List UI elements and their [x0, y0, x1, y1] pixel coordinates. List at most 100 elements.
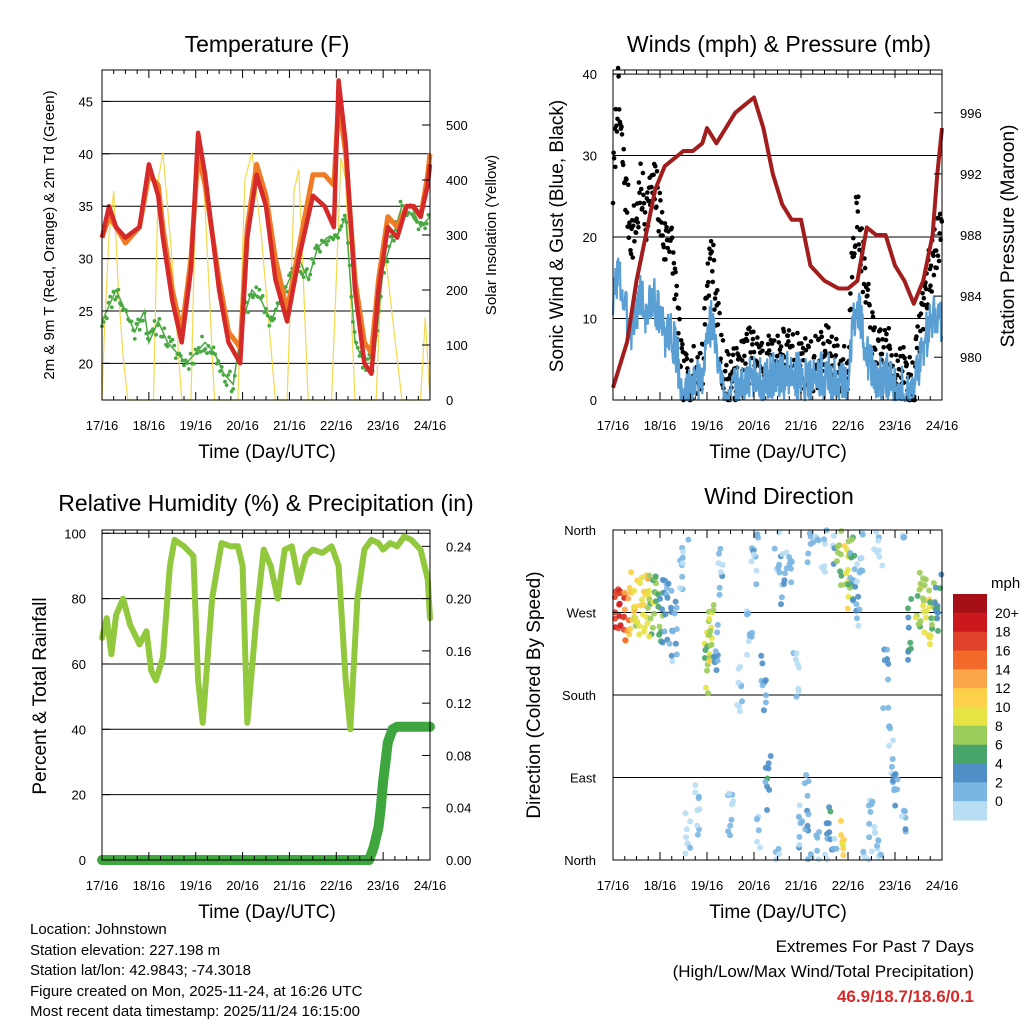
gust-point [819, 334, 824, 340]
dewpoint-point [136, 317, 141, 322]
gust-point [772, 338, 777, 343]
gust-point [851, 235, 856, 241]
gust-point [865, 293, 870, 299]
direction-point [672, 640, 679, 647]
temperature-xtick-label: 19/16 [179, 418, 212, 433]
direction-point [659, 639, 666, 646]
gust-point [854, 224, 860, 230]
gust-point [915, 324, 920, 329]
dewpoint-point [167, 335, 172, 340]
gust-point [921, 295, 927, 301]
gust-point [671, 260, 677, 266]
gust-point [833, 353, 839, 358]
direction-point [775, 564, 782, 571]
gust-point [924, 306, 930, 311]
dewpoint-point [187, 367, 191, 371]
gust-point [615, 65, 621, 71]
speed-legend-swatch [953, 612, 987, 633]
direction-point [843, 570, 850, 577]
direction-point [840, 852, 847, 859]
temperature-xtick-label: 21/16 [273, 418, 306, 433]
humidity-ylabel: Percent & Total Rainfall [30, 597, 51, 794]
direction-point [707, 642, 714, 649]
gust-point [750, 336, 756, 342]
gust-point [934, 265, 939, 271]
direction-point [612, 588, 619, 595]
direction-point [687, 818, 694, 825]
direction-point [872, 829, 878, 836]
direction-point [710, 602, 717, 608]
direction-point [868, 848, 875, 855]
gust-point [873, 347, 878, 352]
temperature-y2tick-label: 100 [446, 338, 468, 353]
direction-point [930, 580, 937, 586]
direction-point [646, 633, 653, 640]
latest-timestamp: Most recent data timestamp: 2025/11/24 1… [30, 1003, 360, 1020]
direction-point [758, 652, 765, 659]
humidity-xtick-label: 19/16 [179, 878, 212, 893]
gust-point [826, 325, 831, 330]
direction-point [692, 782, 699, 789]
gust-point [719, 332, 724, 338]
direction-xtick-label: 20/16 [738, 878, 771, 893]
direction-point [669, 628, 676, 635]
direction-point [781, 577, 788, 584]
gust-point [849, 274, 855, 280]
direction-point [830, 845, 837, 852]
direction-point [805, 811, 812, 818]
direction-point [682, 810, 689, 817]
dewpoint-point [114, 295, 119, 299]
gust-point [881, 345, 886, 350]
temperature-title: Temperature (F) [185, 31, 350, 57]
station-elevation: Station elevation: 227.198 m [30, 941, 221, 959]
gust-point [640, 170, 646, 176]
gust-point [778, 344, 784, 349]
gust-point [631, 223, 636, 229]
dewpoint-point [182, 363, 186, 368]
direction-point [803, 772, 810, 778]
gust-point [654, 169, 660, 174]
humidity-y2tick-label: 0.12 [446, 696, 471, 711]
direction-point [617, 622, 624, 629]
direction-point [912, 614, 919, 621]
gust-point [937, 211, 943, 217]
gust-point [638, 161, 643, 166]
dewpoint-point [162, 326, 167, 331]
gust-point [709, 249, 714, 254]
dewpoint-point [424, 221, 429, 226]
dewpoint-point [116, 287, 121, 292]
direction-point [905, 614, 912, 621]
station-latlon: Station lat/lon: 42.9843; -74.3018 [30, 962, 252, 979]
direction-point [649, 624, 656, 631]
gust-point [835, 343, 840, 348]
direction-point [796, 814, 802, 820]
direction-point [775, 851, 782, 858]
direction-point [900, 807, 907, 814]
gust-point [715, 322, 721, 327]
gust-point [649, 184, 654, 190]
direction-panel: Wind Direction NorthEastSouthWestNorth17… [524, 483, 1020, 923]
humidity-panel: Relative Humidity (%) & Precipitation (i… [30, 490, 474, 923]
direction-point [679, 573, 686, 580]
direction-point [760, 707, 767, 714]
gust-point [775, 333, 780, 339]
direction-point [917, 618, 924, 625]
gust-point [920, 291, 925, 296]
gust-point [936, 258, 942, 264]
direction-point [889, 756, 896, 762]
dewpoint-point [228, 369, 232, 374]
dewpoint-point [218, 369, 223, 374]
gust-point [799, 341, 804, 346]
direction-point [920, 602, 927, 609]
direction-point [630, 604, 637, 611]
gust-point [642, 210, 648, 215]
direction-point [736, 708, 743, 715]
dewpoint-point [324, 242, 329, 247]
direction-point [857, 567, 864, 574]
direction-point [716, 584, 723, 591]
dewpoint-point [262, 310, 267, 315]
direction-point [737, 663, 744, 670]
gust-point [684, 352, 689, 357]
direction-point [762, 778, 769, 785]
speed-legend-label: 10 [995, 699, 1011, 715]
